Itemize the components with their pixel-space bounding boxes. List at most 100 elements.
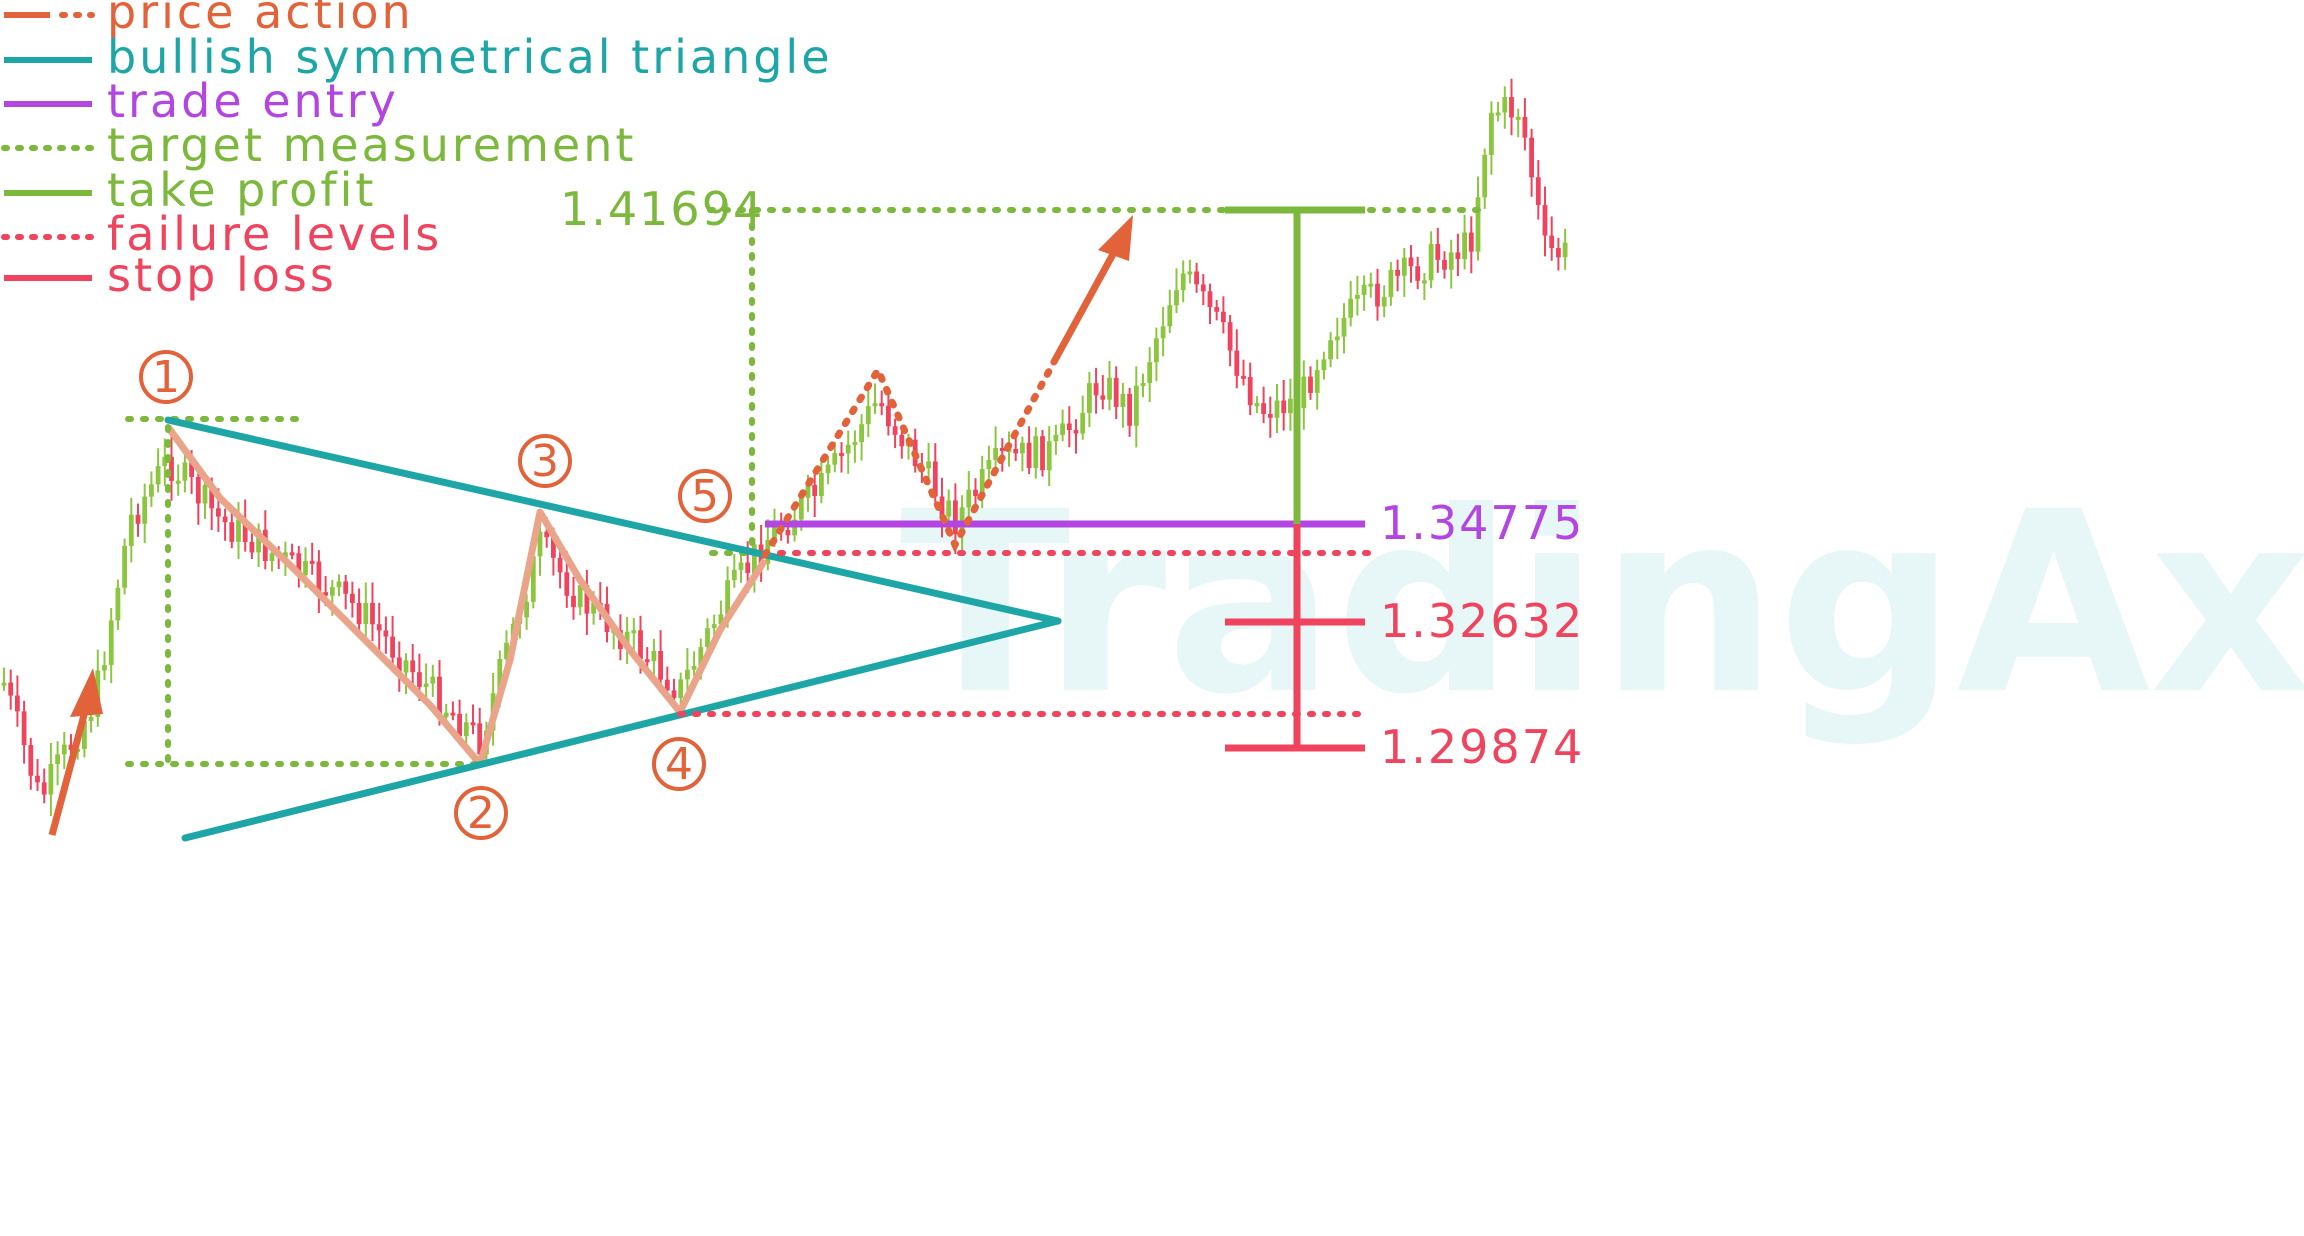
watermark-text: TradingAxe: [900, 458, 2304, 749]
candle-body: [68, 744, 74, 750]
candle-body: [1442, 259, 1447, 270]
point-3-circle: [518, 434, 572, 488]
candle-body: [1556, 247, 1561, 258]
failure-levels: [677, 550, 1373, 717]
candle-body: [939, 496, 945, 517]
candle-body: [973, 489, 978, 496]
candle-body: [946, 500, 952, 517]
candle-body: [175, 480, 181, 484]
candle-body: [1368, 283, 1374, 287]
candle-body: [88, 716, 94, 721]
candle-body: [852, 442, 858, 446]
candle-body: [638, 630, 643, 660]
candle-body: [162, 456, 168, 467]
candle-body: [1254, 403, 1260, 407]
candle-body: [182, 462, 188, 481]
legend-item-stop-loss: stop loss: [4, 248, 334, 302]
candle-body: [1120, 393, 1126, 407]
point-4-label: 4: [665, 739, 693, 790]
candle-body: [1060, 423, 1065, 435]
candle-body: [1321, 359, 1327, 371]
candle-body: [329, 587, 335, 596]
candle-body: [1542, 205, 1548, 236]
candle-body: [28, 745, 34, 776]
candle-body: [664, 679, 670, 691]
candle-body: [410, 660, 416, 673]
point-1-label: 1: [152, 352, 180, 403]
candle-body: [1348, 298, 1354, 318]
candle-body: [1100, 395, 1106, 400]
candle-body: [1381, 296, 1387, 307]
candle-body: [979, 469, 985, 496]
candle-body: [1221, 311, 1226, 323]
candle-body: [825, 464, 831, 474]
candle-body: [752, 544, 757, 574]
candle-body: [350, 593, 355, 603]
point-5-circle: [678, 469, 732, 523]
candle-body: [872, 403, 878, 407]
candle-body: [1174, 290, 1179, 306]
candle-body: [1435, 244, 1441, 260]
candle-body: [296, 553, 302, 576]
candle-body: [1, 682, 7, 686]
candle-body: [396, 657, 402, 673]
legend-item-price-action: price action: [4, 0, 414, 39]
candle-body: [1489, 112, 1494, 155]
candle-body: [1562, 242, 1568, 258]
candle-body: [443, 712, 449, 718]
candle-body: [698, 647, 704, 666]
legend-label-price-action: price action: [107, 0, 414, 39]
candle-body: [537, 531, 543, 557]
candle-body: [1207, 291, 1213, 308]
candle-body: [1073, 430, 1079, 434]
candle-body: [309, 560, 315, 564]
candle-body: [423, 683, 429, 687]
candle-body: [711, 624, 717, 629]
candle-body: [892, 426, 898, 435]
candle-body: [644, 659, 650, 663]
candle-body: [497, 659, 503, 694]
candle-body: [343, 581, 349, 594]
candle-body: [926, 461, 931, 469]
candle-body: [1080, 412, 1086, 434]
point-2-label: 2: [467, 788, 495, 839]
candle-body: [102, 664, 107, 671]
candle-body: [1147, 362, 1153, 383]
price-action-dotted-path: [761, 356, 1059, 559]
candle-body: [1455, 252, 1461, 260]
candle-body: [1509, 97, 1514, 118]
candle-body: [504, 642, 509, 660]
watermark: TradingAxe: [900, 458, 2304, 749]
candle-body: [530, 556, 536, 602]
candle-body: [993, 448, 998, 461]
candle-body: [886, 405, 891, 427]
candle-body: [1468, 232, 1474, 252]
candle-body: [1355, 294, 1360, 299]
level-label-stop-loss-1: 1.32632: [1380, 594, 1584, 648]
candle-body: [805, 484, 811, 498]
candle-body: [1133, 385, 1139, 426]
price-level-labels: 1.41694 1.34775 1.32632 1.29874: [560, 182, 1584, 774]
candle-body: [812, 484, 818, 496]
candle-body: [839, 453, 844, 457]
candle-body: [1214, 307, 1220, 312]
candle-body: [323, 592, 328, 596]
candle-body: [1495, 112, 1501, 116]
candle-body: [316, 561, 322, 593]
candle-body: [1408, 257, 1414, 267]
candle-body: [216, 508, 221, 517]
candle-body: [1093, 383, 1099, 396]
candle-body: [135, 514, 141, 524]
candle-body: [819, 473, 824, 496]
candle-body: [651, 650, 657, 662]
candle-body: [155, 466, 161, 485]
candle-body: [772, 524, 777, 540]
candle-body: [1160, 326, 1166, 339]
candle-body: [1448, 252, 1454, 270]
candle-body: [209, 484, 215, 509]
candle-body: [463, 722, 469, 737]
candle-body: [1281, 400, 1287, 414]
level-label-take-profit: 1.41694: [560, 182, 764, 236]
candle-body: [1482, 154, 1488, 198]
